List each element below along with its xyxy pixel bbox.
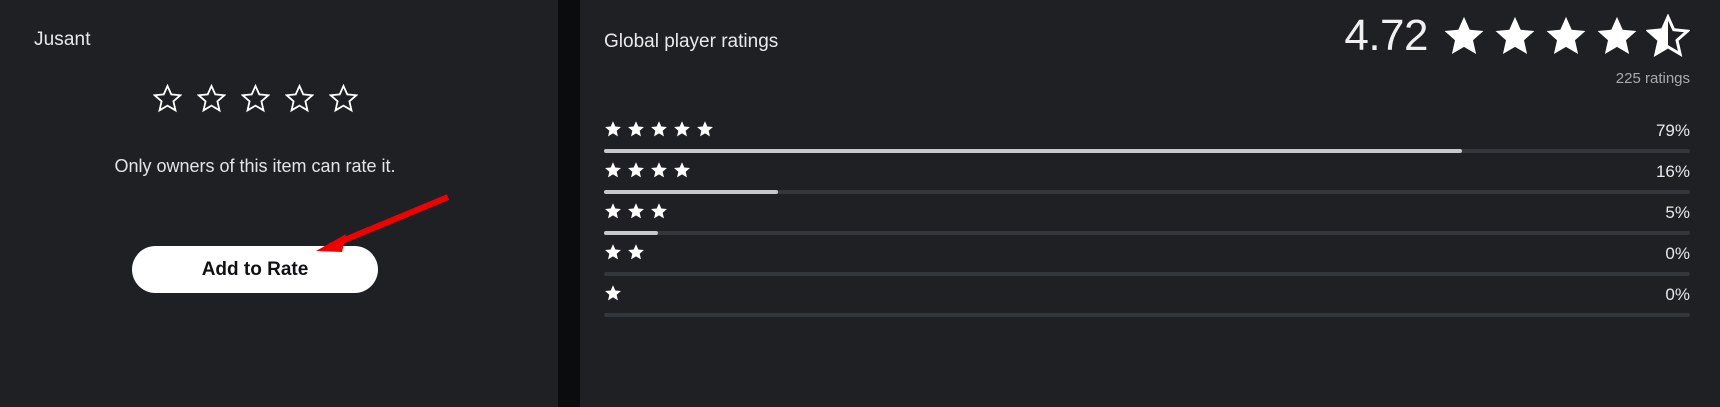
game-title: Jusant: [34, 29, 91, 50]
star-outline-icon: [328, 84, 358, 113]
star-filled-icon: [628, 244, 644, 260]
breakdown-bar-fill: [604, 231, 659, 235]
star-filled-icon: [697, 121, 713, 137]
rating-breakdown-row: 5%: [604, 200, 1690, 241]
star-filled-icon: [651, 162, 667, 178]
star-filled-icon: [1597, 16, 1637, 54]
my-rating-stars[interactable]: [0, 84, 510, 113]
star-filled-icon: [605, 162, 621, 178]
breakdown-stars-2: [604, 243, 645, 261]
star-outline-icon: [240, 84, 270, 113]
rate-restriction-note: Only owners of this item can rate it.: [114, 156, 396, 176]
my-rating-star-5[interactable]: [328, 84, 358, 113]
rating-breakdown-row: 79%: [604, 118, 1690, 159]
rating-breakdown-row: 0%: [604, 241, 1690, 282]
star-filled-icon: [628, 203, 644, 219]
breakdown-bar-track: [604, 272, 1690, 276]
global-ratings-panel: Global player ratings 4.72 225 ratings 7…: [580, 0, 1720, 407]
star-filled-icon: [1444, 16, 1484, 54]
breakdown-percent-label: 0%: [1665, 285, 1690, 304]
star-filled-icon: [628, 162, 644, 178]
my-rating-star-1[interactable]: [152, 84, 182, 113]
star-filled-icon: [605, 203, 621, 219]
star-half-icon: [1646, 14, 1690, 57]
breakdown-bar-track: [604, 190, 1690, 194]
breakdown-percent-label: 0%: [1665, 244, 1690, 263]
star-outline-icon: [152, 84, 182, 113]
my-rating-star-2[interactable]: [196, 84, 226, 113]
breakdown-stars-5: [604, 120, 714, 138]
my-rating-star-4[interactable]: [284, 84, 314, 113]
average-score-block: 4.72 225 ratings: [1344, 14, 1690, 87]
star-filled-icon: [605, 121, 621, 137]
breakdown-stars-3: [604, 202, 668, 220]
average-score-value: 4.72: [1344, 11, 1428, 60]
star-outline-icon: [196, 84, 226, 113]
global-ratings-header: Global player ratings 4.72 225 ratings: [580, 0, 1720, 112]
breakdown-bar-track: [604, 313, 1690, 317]
rating-breakdown-row: 0%: [604, 282, 1690, 323]
ratings-breakdown-list: 79% 16% 5% 0% 0%: [604, 118, 1690, 323]
breakdown-percent-label: 79%: [1655, 121, 1690, 140]
red-arrow-annotation: [316, 194, 450, 252]
star-filled-icon: [1546, 16, 1586, 54]
star-filled-icon: [605, 244, 621, 260]
panel-divider: [558, 0, 580, 407]
breakdown-bar-fill: [604, 190, 778, 194]
average-score-stars: [1442, 14, 1690, 58]
breakdown-bar-fill: [604, 149, 1462, 153]
star-filled-icon: [628, 121, 644, 137]
my-rating-star-3[interactable]: [240, 84, 270, 113]
star-filled-icon: [674, 162, 690, 178]
breakdown-stars-4: [604, 161, 691, 179]
breakdown-bar-track: [604, 149, 1690, 153]
star-filled-icon: [651, 121, 667, 137]
add-to-rate-button[interactable]: Add to Rate: [132, 246, 378, 293]
rating-breakdown-row: 16%: [604, 159, 1690, 200]
star-filled-icon: [605, 285, 621, 301]
breakdown-percent-label: 16%: [1655, 162, 1690, 181]
star-filled-icon: [651, 203, 667, 219]
star-outline-icon: [284, 84, 314, 113]
ratings-count-label: 225 ratings: [1615, 70, 1690, 87]
star-filled-icon: [674, 121, 690, 137]
global-ratings-title: Global player ratings: [604, 31, 779, 52]
my-rating-panel: Jusant Only owners of this item can rate…: [0, 0, 558, 407]
star-filled-icon: [1495, 16, 1535, 54]
breakdown-bar-track: [604, 231, 1690, 235]
breakdown-percent-label: 5%: [1665, 203, 1690, 222]
breakdown-stars-1: [604, 284, 622, 302]
